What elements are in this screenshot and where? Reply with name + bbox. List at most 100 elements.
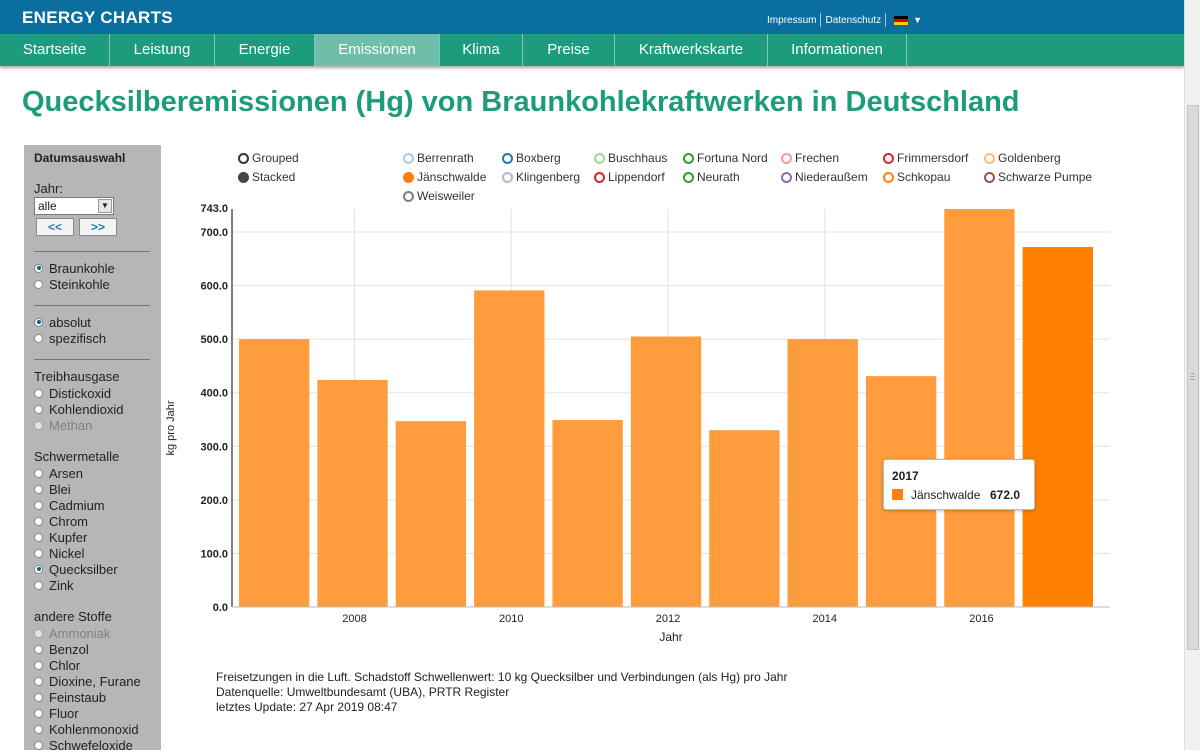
nav-item-startseite[interactable]: Startseite — [0, 34, 110, 66]
prev-year-button[interactable]: << — [36, 218, 74, 236]
legend-boxberg[interactable]: Boxberg — [502, 151, 561, 165]
bar-2011 — [552, 420, 623, 607]
legend-circle-icon — [403, 152, 414, 164]
radio-chrom[interactable]: Chrom — [34, 513, 88, 529]
legend-label: Schwarze Pumpe — [998, 170, 1093, 184]
impressum-link[interactable]: Impressum — [767, 14, 817, 26]
sidebar-heading: Datumsauswahl — [34, 151, 126, 165]
brand-logo[interactable]: ENERGY CHARTS — [22, 8, 173, 27]
radio-dot-icon — [34, 420, 43, 430]
radio-dot-icon — [34, 740, 43, 750]
legend-frimmersdorf[interactable]: Frimmersdorf — [883, 151, 968, 165]
radio-benzol[interactable]: Benzol — [34, 641, 89, 657]
y-axis-label: kg pro Jahr — [165, 400, 177, 455]
legend-goldenberg[interactable]: Goldenberg — [984, 151, 1061, 165]
legend-niederaussem[interactable]: Niederaußem — [781, 170, 868, 184]
legend-label: Lippendorf — [608, 170, 665, 184]
legend-weisweiler[interactable]: Weisweiler — [403, 189, 475, 203]
nav-item-kraftwerkskarte[interactable]: Kraftwerkskarte — [615, 34, 768, 66]
legend-schwarze-pumpe[interactable]: Schwarze Pumpe — [984, 170, 1092, 184]
radio-label: absolut — [49, 314, 91, 330]
bar-2017 — [1022, 247, 1093, 608]
legend-berrenrath[interactable]: Berrenrath — [403, 151, 474, 165]
y-tick-label: 400.0 — [200, 388, 228, 400]
chevron-down-icon[interactable]: ▼ — [98, 199, 112, 213]
legend-label: Frechen — [795, 151, 840, 165]
radio-fluor[interactable]: Fluor — [34, 705, 79, 721]
radio-dioxine[interactable]: Dioxine, Furane — [34, 673, 141, 689]
bar-2012 — [630, 336, 702, 607]
nav-item-energie[interactable]: Energie — [215, 34, 315, 66]
legend-label: Neurath — [697, 170, 740, 184]
radio-ammoniak: Ammoniak — [34, 625, 110, 641]
legend-stacked[interactable]: Stacked — [238, 170, 295, 184]
nav-item-emissionen[interactable]: Emissionen — [315, 34, 440, 66]
radio-feinstaub[interactable]: Feinstaub — [34, 689, 106, 705]
legend-jaenschwalde[interactable]: Jänschwalde — [403, 170, 486, 184]
radio-label: Arsen — [49, 465, 83, 481]
radio-nickel[interactable]: Nickel — [34, 545, 84, 561]
bar-2008 — [317, 379, 388, 607]
radio-arsen[interactable]: Arsen — [34, 465, 83, 481]
radio-cadmium[interactable]: Cadmium — [34, 497, 105, 513]
radio-spezifisch[interactable]: spezifisch — [34, 330, 106, 346]
de-flag-icon[interactable] — [894, 15, 909, 25]
radio-label: Kohlenmonoxid — [49, 721, 139, 737]
legend-grouped[interactable]: Grouped — [238, 151, 299, 165]
tooltip-value: 672.0 — [990, 488, 1021, 502]
bar-2009 — [395, 421, 467, 607]
andere-heading: andere Stoffe — [34, 609, 112, 624]
y-tick-label: 200.0 — [200, 495, 228, 507]
chevron-down-icon[interactable]: ▼ — [913, 15, 922, 25]
radio-dot-icon — [34, 484, 43, 494]
nav-item-leistung[interactable]: Leistung — [110, 34, 215, 66]
radio-dot-icon — [34, 580, 43, 590]
legend-klingenberg[interactable]: Klingenberg — [502, 170, 580, 184]
nav-item-preise[interactable]: Preise — [523, 34, 615, 66]
legend-fortuna-nord[interactable]: Fortuna Nord — [683, 151, 768, 165]
radio-quecksilber[interactable]: Quecksilber — [34, 561, 118, 577]
radio-dot-icon — [34, 404, 43, 414]
next-year-button[interactable]: >> — [79, 218, 117, 236]
year-select[interactable]: alle ▼ — [34, 197, 114, 215]
legend-schkopau[interactable]: Schkopau — [883, 170, 950, 184]
radio-schwefeloxide[interactable]: Schwefeloxide — [34, 737, 133, 753]
radio-zink[interactable]: Zink — [34, 577, 74, 593]
year-select-value: alle — [38, 199, 57, 213]
legend-buschhaus[interactable]: Buschhaus — [594, 151, 667, 165]
nav-item-informationen[interactable]: Informationen — [768, 34, 907, 66]
radio-kupfer[interactable]: Kupfer — [34, 529, 87, 545]
radio-kohlenmonoxid[interactable]: Kohlenmonoxid — [34, 721, 139, 737]
legend-label: Stacked — [252, 170, 296, 184]
radio-braunkohle[interactable]: Braunkohle — [34, 260, 115, 276]
legend-circle-icon — [781, 152, 792, 164]
legend-circle-icon — [683, 152, 694, 164]
scrollbar-thumb[interactable] — [1187, 105, 1199, 650]
radio-kohlendioxid[interactable]: Kohlendioxid — [34, 401, 123, 417]
radio-chlor[interactable]: Chlor — [34, 657, 80, 673]
nav-item-klima[interactable]: Klima — [440, 34, 523, 66]
legend-frechen[interactable]: Frechen — [781, 151, 839, 165]
bar-2016 — [944, 209, 1015, 607]
top-bar: ENERGY CHARTS Impressum Datenschutz ▼ — [0, 0, 1184, 34]
radio-dot-icon — [34, 279, 43, 289]
grip-icon: − − − — [1190, 369, 1195, 384]
legend-label: Goldenberg — [998, 151, 1061, 165]
radio-distickoxid[interactable]: Distickoxid — [34, 385, 111, 401]
sidebar: Datumsauswahl Jahr: alle ▼ << >> Braunko… — [24, 145, 161, 753]
y-tick-label: 0.0 — [213, 602, 228, 614]
datenschutz-link[interactable]: Datenschutz — [825, 14, 882, 26]
page-scrollbar[interactable]: − − − — [1184, 0, 1200, 750]
legend-label: Buschhaus — [608, 151, 668, 165]
tooltip-swatch — [892, 489, 903, 500]
radio-blei[interactable]: Blei — [34, 481, 71, 497]
radio-label: Ammoniak — [49, 625, 111, 641]
radio-steinkohle[interactable]: Steinkohle — [34, 276, 110, 292]
legend-neurath[interactable]: Neurath — [683, 170, 740, 184]
radio-absolut[interactable]: absolut — [34, 314, 91, 330]
main-nav: Startseite Leistung Energie Emissionen K… — [0, 34, 1184, 66]
legend-lippendorf[interactable]: Lippendorf — [594, 170, 665, 184]
radio-circle-icon — [238, 171, 249, 183]
radio-dot-icon — [34, 333, 43, 343]
footnote-update: letztes Update: 27 Apr 2019 08:47 — [216, 700, 398, 714]
